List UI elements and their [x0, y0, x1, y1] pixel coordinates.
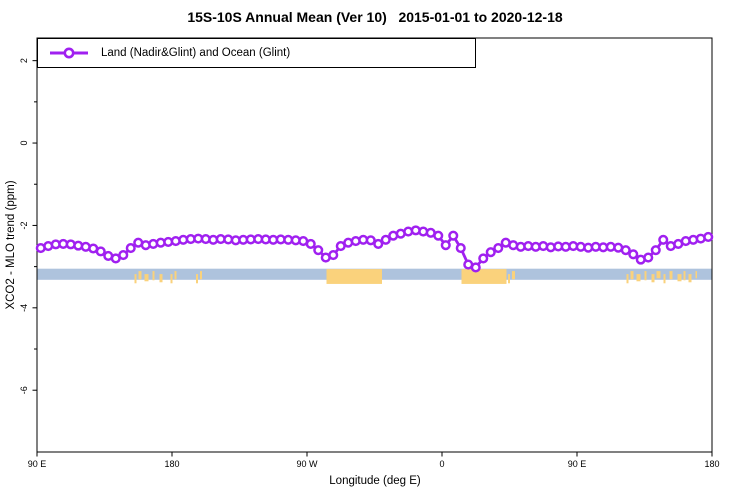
data-point-marker: [485, 247, 496, 258]
data-point-marker: [125, 243, 136, 254]
land-speckle: [630, 271, 634, 280]
land-speckle: [170, 274, 173, 284]
land-speckle: [669, 271, 673, 280]
data-point-marker: [433, 230, 444, 241]
land-speckle: [663, 274, 666, 284]
data-point-marker: [313, 245, 324, 256]
x-tick-label: 90 W: [296, 459, 318, 469]
data-point-marker: [365, 235, 376, 246]
data-point-marker: [470, 262, 481, 273]
land-speckle: [626, 274, 629, 284]
data-point-marker: [380, 234, 391, 245]
x-tick-label: 90 E: [568, 459, 587, 469]
y-axis-label: XCO2 - MLO trend (ppm): [5, 180, 17, 310]
land-speckle: [200, 271, 202, 280]
land-speckle: [144, 274, 149, 282]
data-point-marker: [628, 249, 639, 260]
chart-title: 15S-10S Annual Mean (Ver 10) 2015-01-01 …: [187, 9, 563, 25]
legend-box: Land (Nadir&Glint) and Ocean (Glint): [37, 38, 476, 68]
x-axis-label: Longitude (deg E): [329, 475, 421, 487]
y-tick-label: 0: [19, 141, 29, 146]
land-speckle: [651, 274, 655, 283]
y-tick-label: -2: [19, 221, 29, 229]
land-speckle: [683, 271, 686, 281]
land-speckle: [159, 274, 163, 283]
data-point-marker: [650, 245, 661, 256]
x-tick-label: 0: [439, 459, 444, 469]
land-speckle: [138, 271, 142, 280]
data-point-marker: [643, 252, 654, 263]
data-point-marker: [95, 246, 106, 257]
land-speckle: [688, 274, 692, 283]
land-segment: [326, 269, 382, 284]
land-speckle: [196, 274, 198, 284]
x-tick-label: 180: [164, 459, 179, 469]
land-speckle: [636, 274, 641, 282]
y-tick-label: -4: [19, 304, 29, 312]
x-tick-label: 180: [704, 459, 719, 469]
data-point-marker: [493, 243, 504, 254]
land-segment: [461, 269, 507, 284]
land-speckle: [677, 274, 682, 282]
data-point-marker: [658, 234, 669, 245]
x-tick-label: 90 E: [28, 459, 47, 469]
data-point-marker: [118, 250, 129, 261]
legend-marker-icon: [50, 47, 88, 59]
data-point-marker: [328, 250, 339, 261]
data-point-marker: [448, 230, 459, 241]
data-point-marker: [478, 253, 489, 264]
legend-label: Land (Nadir&Glint) and Ocean (Glint): [101, 47, 291, 59]
land-speckle: [656, 271, 661, 279]
y-tick-label: -6: [19, 386, 29, 394]
land-speckle: [134, 274, 137, 284]
land-speckle: [174, 271, 177, 280]
land-speckle: [695, 271, 697, 279]
data-point-marker: [373, 238, 384, 250]
data-point-marker: [305, 238, 316, 250]
data-point-marker: [440, 240, 451, 251]
data-point-marker: [620, 245, 631, 256]
land-speckle: [644, 271, 647, 281]
land-speckle: [512, 271, 515, 280]
land-speckle: [152, 271, 155, 281]
land-speckle: [508, 274, 510, 284]
data-point-marker: [703, 231, 714, 243]
data-point-marker: [455, 243, 466, 254]
y-tick-label: 2: [19, 58, 29, 63]
